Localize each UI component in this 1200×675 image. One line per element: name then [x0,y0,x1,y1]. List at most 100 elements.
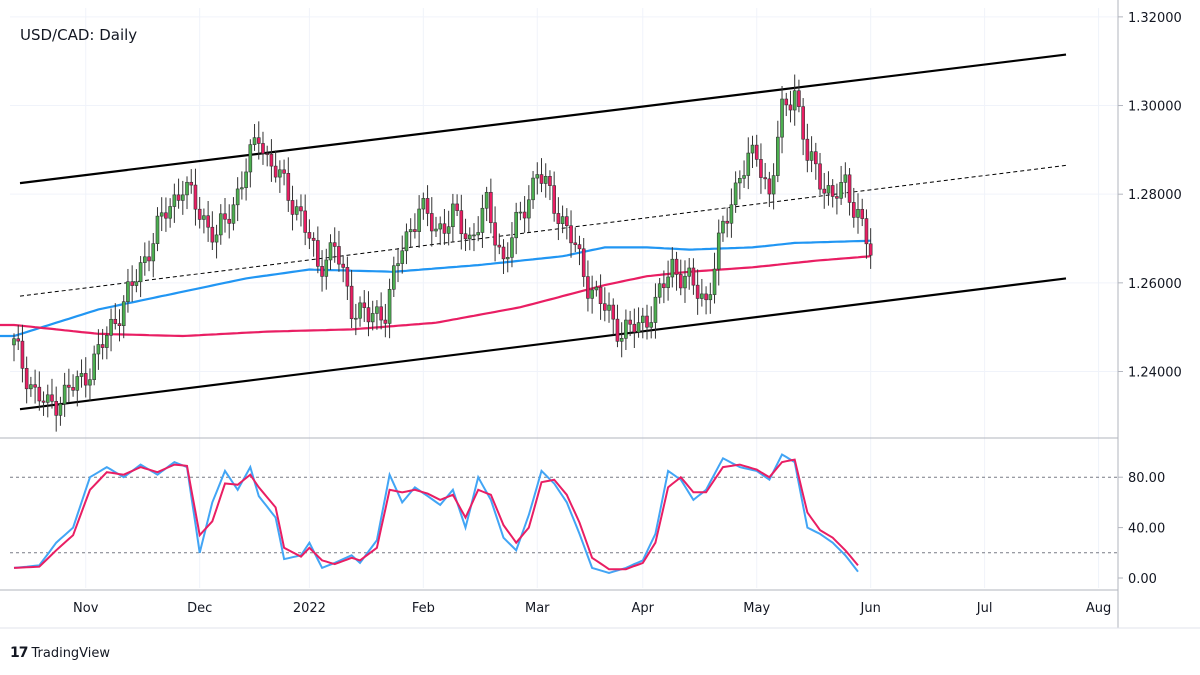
candle [235,177,240,222]
candle [358,296,362,327]
candle-body [404,231,409,252]
candle-body [632,323,637,333]
candle-body [117,323,122,326]
candle [206,200,210,242]
channel-lower-line [19,277,1067,411]
candle-body [455,203,459,211]
candle-body [657,283,662,298]
candle-body [362,302,367,308]
candle-body [797,90,801,107]
candle [375,300,379,330]
candle [712,252,717,304]
candle-body [71,387,75,391]
candle [273,150,278,183]
candle [556,197,561,241]
candle-body [164,212,168,219]
candle-body [235,188,240,206]
candle-body [345,267,350,287]
candle-body [619,338,624,342]
channel-mid-line [19,164,1067,297]
candle-body [109,318,113,336]
candle-body [839,182,843,199]
candle [383,303,388,338]
candle-body [548,176,552,186]
candle-body [273,165,278,178]
candle [514,202,518,255]
candle [792,74,797,126]
candle-body [29,384,33,390]
candle-body [316,240,320,267]
candle-body [602,303,607,311]
candle [425,185,430,227]
candle [497,233,502,255]
stoch-tick-label: 0.00 [1128,572,1157,587]
candle-body [581,248,586,277]
candle-body [472,234,476,237]
candle [345,256,350,301]
candle [261,131,265,165]
candle [700,278,704,307]
candle [763,162,767,190]
candle-body [307,232,312,239]
channel-upper-line [19,53,1067,185]
candle-body [383,319,388,324]
price-tick-label: 1.32000 [1128,11,1182,26]
candle [552,171,556,222]
tradingview-brand[interactable]: 𝟭𝟳 TradingView [10,645,110,661]
candle-body [332,242,337,247]
candle-body [813,151,818,165]
candle-body [278,169,282,178]
candle-body [522,211,527,219]
candle-body [324,259,329,277]
candle-body [54,400,59,416]
candle-body [708,294,713,301]
candle-body [155,215,160,244]
candle-body [459,210,464,235]
candle-body [653,296,658,323]
candle-body [489,191,493,224]
candle [303,194,307,246]
candle [742,160,746,188]
candle-body [704,293,708,301]
candle [518,201,523,221]
candle-body [223,213,227,220]
candle-body [780,98,784,138]
candle [484,186,489,222]
candle-body [725,220,729,224]
candle [294,199,299,221]
candle [370,300,375,331]
candle [24,356,29,404]
candle [16,325,21,351]
candle [88,368,92,401]
candle [594,280,599,297]
candle [733,171,738,213]
candle [868,228,873,269]
candle [218,204,223,245]
candle [560,205,565,234]
candle-body [265,153,270,155]
candle [143,242,147,276]
candle [362,290,367,322]
candle [628,310,632,337]
candle-body [256,137,261,144]
candle-body [687,267,692,277]
stoch-tick-label: 40.00 [1128,522,1165,537]
candle [67,368,71,403]
candle [851,187,856,228]
candle-body [121,301,126,326]
candle [640,307,645,339]
candle [278,160,282,193]
candle-body [598,286,603,304]
candle [721,215,725,242]
candle [653,283,658,339]
candle [307,219,312,250]
candle-body [826,185,831,194]
candle-body [328,242,333,261]
candle-body [290,200,295,215]
candle [573,227,578,253]
candle-body [801,106,805,140]
candle [113,303,118,330]
candle-body [843,174,848,183]
candle [121,295,126,339]
